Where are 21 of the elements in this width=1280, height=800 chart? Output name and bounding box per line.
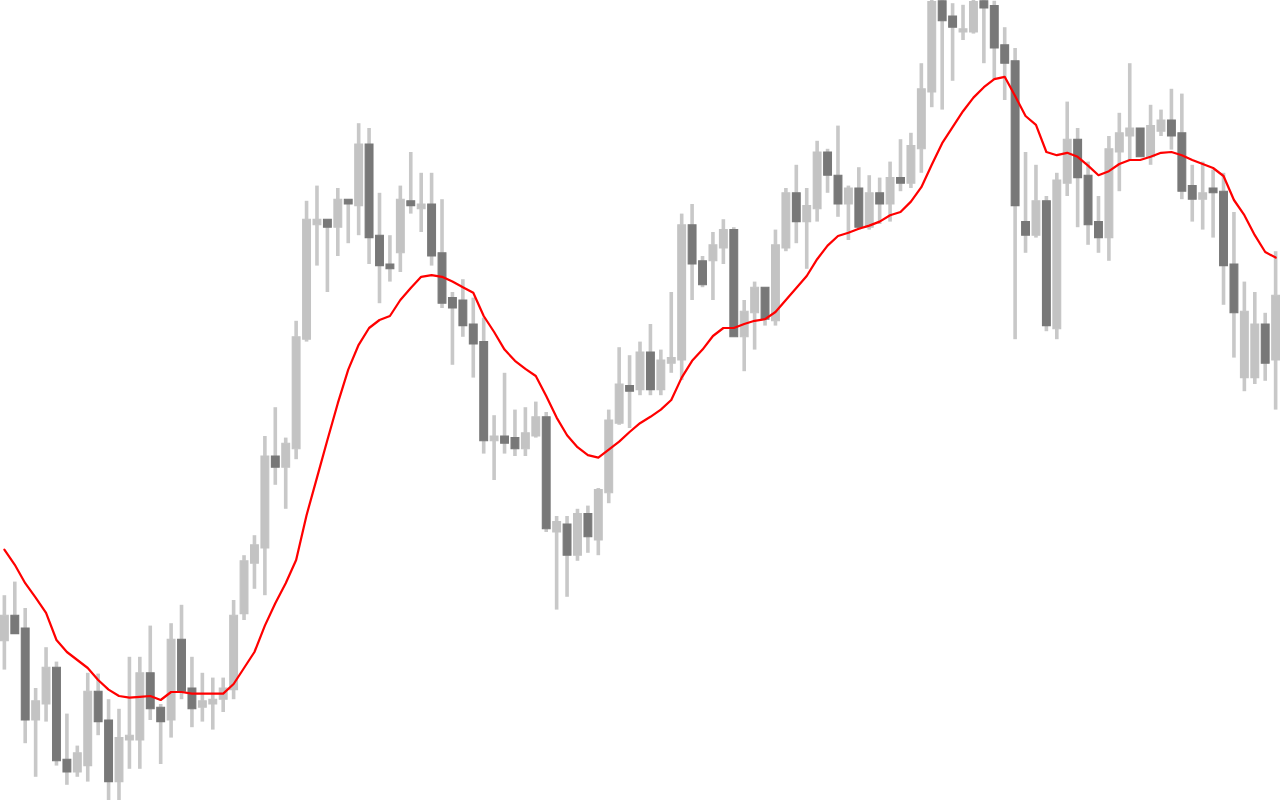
candlestick — [1135, 127, 1145, 158]
candlestick — [354, 123, 364, 236]
candlestick — [1010, 48, 1020, 340]
candlestick — [166, 623, 176, 738]
candlestick — [635, 341, 645, 396]
candlestick — [802, 188, 812, 269]
candlestick — [416, 172, 426, 232]
candlestick — [281, 437, 291, 509]
candlestick — [1198, 161, 1208, 230]
candlestick — [489, 415, 499, 480]
candlestick — [1104, 136, 1114, 261]
candlestick — [812, 140, 822, 222]
candlestick — [1271, 251, 1280, 410]
candlestick — [656, 349, 666, 396]
candlestick — [885, 161, 895, 222]
candlestick — [708, 232, 718, 300]
candlestick — [906, 132, 916, 188]
candlestick — [1062, 101, 1072, 196]
candlestick — [333, 188, 343, 256]
candlestick — [0, 595, 9, 670]
candlestick — [1052, 172, 1062, 340]
